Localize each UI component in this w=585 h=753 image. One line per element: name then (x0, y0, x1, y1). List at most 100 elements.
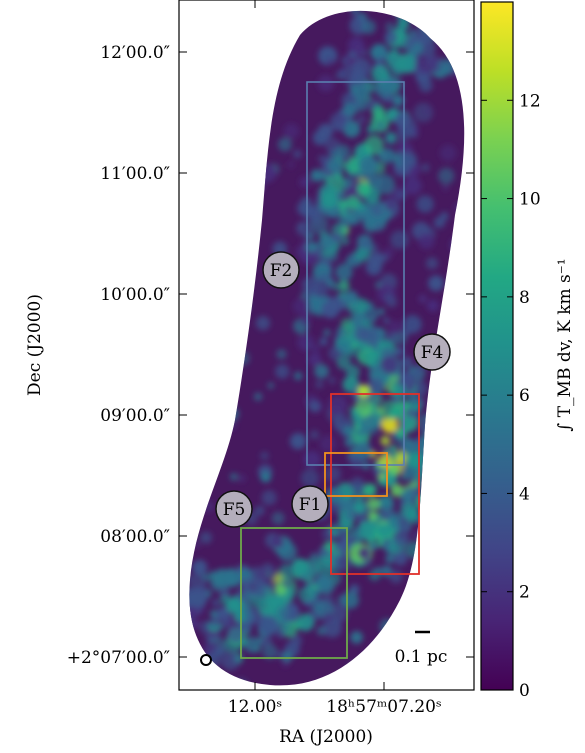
emission-blob (253, 392, 263, 401)
emission-blob (255, 316, 271, 331)
emission-blob (390, 230, 409, 249)
emission-blob (394, 348, 402, 356)
emission-blob (376, 541, 383, 548)
emission-blob (297, 333, 315, 352)
emission-blob (377, 522, 392, 537)
emission-blob (394, 111, 411, 128)
emission-blob (340, 236, 350, 246)
emission-blob (367, 378, 384, 395)
emission-blob (392, 94, 404, 107)
emission-blob (373, 103, 381, 111)
emission-blob (314, 364, 329, 379)
emission-blob (310, 169, 323, 182)
emission-blob (254, 505, 265, 516)
emission-blob (357, 520, 378, 541)
emission-blob (236, 586, 249, 599)
marker-f5: F5 (215, 490, 253, 528)
emission-blob (438, 167, 455, 185)
emission-blob (299, 176, 311, 188)
emission-blob (346, 165, 353, 172)
emission-blob (345, 364, 360, 379)
emission-blob (335, 263, 353, 281)
emission-blob (316, 626, 327, 636)
emission-blob (368, 511, 378, 521)
emission-blob (403, 315, 422, 334)
marker-f2-label: F2 (270, 261, 293, 281)
emission-blob (355, 434, 364, 443)
emission-blob (289, 433, 307, 450)
emission-blob (243, 636, 261, 653)
emission-blob (261, 490, 277, 506)
emission-blob (327, 250, 339, 262)
emission-blob (356, 99, 364, 106)
marker-f4: F4 (413, 333, 451, 371)
emission-blob (308, 400, 320, 412)
map-frame (178, 0, 475, 691)
emission-blob (296, 613, 315, 632)
x-tick-label: 12.00ˢ (228, 697, 282, 717)
emission-blob (275, 364, 290, 379)
emission-blob (383, 317, 390, 324)
emission-blob (271, 511, 285, 525)
emission-blob (322, 618, 342, 638)
emission-blob (230, 473, 238, 481)
emission-blob (418, 294, 427, 303)
emission-blob (346, 196, 360, 210)
emission-blob (360, 238, 371, 249)
emission-blob (336, 355, 351, 370)
red-region-box (330, 393, 420, 575)
emission-blob (376, 121, 385, 130)
emission-blob (307, 352, 322, 367)
emission-blob (380, 435, 391, 446)
emission-blob (343, 120, 361, 138)
emission-blob (354, 398, 372, 415)
emission-blob (328, 161, 338, 171)
emission-blob (210, 621, 218, 628)
marker-f5-label: F5 (223, 500, 246, 520)
emission-blob (442, 184, 449, 191)
x-tick-label: 18ʰ57ᵐ07.20ˢ (326, 697, 441, 717)
orange-region-box (324, 452, 388, 497)
emission-blob (363, 218, 378, 233)
emission-blob (343, 156, 352, 164)
emission-blob (385, 22, 395, 32)
emission-blob (381, 356, 399, 374)
emission-blob (413, 368, 422, 377)
emission-blob (421, 398, 429, 406)
emission-blob (322, 612, 334, 623)
emission-blob (384, 30, 398, 44)
emission-blob (300, 468, 320, 488)
emission-blob (296, 221, 312, 237)
emission-blob (241, 638, 248, 646)
emission-blob (201, 573, 210, 581)
emission-blob (283, 123, 300, 139)
emission-blob (392, 154, 399, 161)
emission-blob (371, 65, 390, 84)
y-axis-title: Dec (J2000) (25, 294, 45, 396)
emission-blob (237, 474, 246, 483)
emission-blob (240, 569, 249, 578)
emission-blob (332, 282, 341, 291)
emission-blob (380, 148, 396, 164)
emission-blob (338, 498, 353, 513)
emission-blob (258, 633, 273, 648)
emission-blob (216, 606, 230, 620)
emission-blob (354, 93, 363, 101)
emission-blob (312, 345, 320, 353)
scale-bar-label: 0.1 pc (395, 647, 448, 667)
emission-blob (381, 416, 399, 434)
emission-blob (353, 326, 369, 342)
y-tick-label: 12′00.0″ (100, 43, 170, 63)
emission-blob (305, 295, 325, 315)
emission-blob (315, 380, 324, 389)
emission-blob (393, 529, 411, 547)
emission-blob (335, 144, 351, 160)
marker-f1-label: F1 (299, 495, 322, 515)
emission-blob (383, 247, 394, 258)
emission-blob (245, 576, 266, 597)
colorbar: 0 2 4 6 8 10 12 (480, 1, 541, 701)
emission-blob (271, 535, 284, 549)
emission-blob (277, 137, 292, 152)
emission-blob (359, 416, 375, 432)
emission-blob (293, 149, 302, 159)
